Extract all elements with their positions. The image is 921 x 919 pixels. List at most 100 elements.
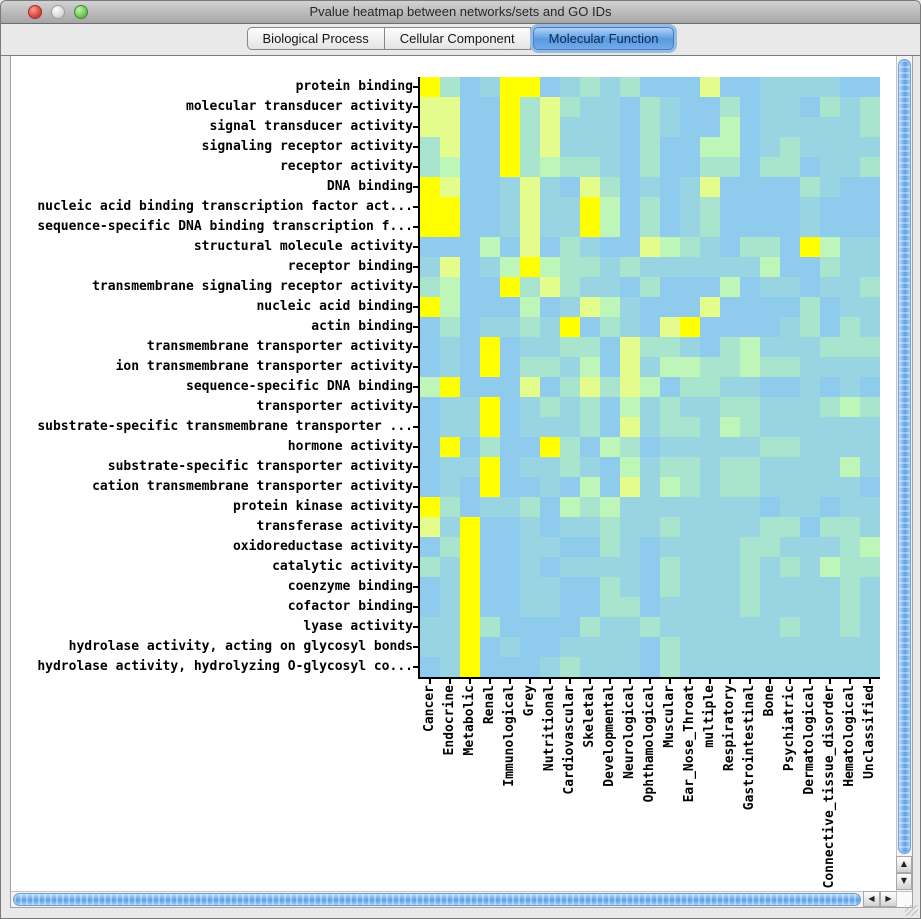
column-label: Respiratory <box>722 685 737 772</box>
heatmap-cell <box>440 97 460 117</box>
heatmap-cell <box>440 137 460 157</box>
tab-cellular-component[interactable]: Cellular Component <box>384 27 531 50</box>
heatmap-cell <box>720 77 740 97</box>
heatmap-cell <box>620 337 640 357</box>
heatmap-cell <box>840 97 860 117</box>
heatmap-cell <box>480 497 500 517</box>
heatmap-cell <box>440 497 460 517</box>
heatmap-cell <box>740 77 760 97</box>
heatmap-cell <box>680 457 700 477</box>
heatmap-cell <box>520 497 540 517</box>
y-tick <box>413 226 418 228</box>
tab-molecular-function[interactable]: Molecular Function <box>532 27 675 50</box>
scroll-right-button[interactable]: ▶ <box>880 891 897 907</box>
heatmap-cell <box>740 637 760 657</box>
heatmap-cell <box>860 377 880 397</box>
heatmap-cell <box>520 537 540 557</box>
scroll-right-icon: ▶ <box>885 894 892 903</box>
heatmap-cell <box>720 617 740 637</box>
vertical-scrollbar[interactable] <box>896 56 912 891</box>
horizontal-scrollbar[interactable] <box>11 891 897 907</box>
x-tick <box>809 679 811 684</box>
title-bar[interactable]: Pvalue heatmap between networks/sets and… <box>1 1 920 24</box>
heatmap-cell <box>660 517 680 537</box>
heatmap-cell <box>720 397 740 417</box>
heatmap-cell <box>420 577 440 597</box>
heatmap-cell <box>560 477 580 497</box>
heatmap-cell <box>700 537 720 557</box>
heatmap-cell <box>760 597 780 617</box>
heatmap-cell <box>720 137 740 157</box>
row-label: catalytic activity <box>272 559 413 574</box>
heatmap-cell <box>820 497 840 517</box>
heatmap-cell <box>680 177 700 197</box>
heatmap-cell <box>620 637 640 657</box>
y-tick <box>413 326 418 328</box>
row-label: DNA binding <box>326 179 413 194</box>
heatmap-cell <box>500 117 520 137</box>
tab-pane-border <box>1 55 921 56</box>
heatmap-cell <box>420 337 440 357</box>
tab-biological-process[interactable]: Biological Process <box>246 27 385 50</box>
heatmap-cell <box>420 517 440 537</box>
row-label: nucleic acid binding <box>256 299 413 314</box>
heatmap-cell <box>420 97 440 117</box>
column-label: Nutritional <box>542 685 557 772</box>
close-button-icon[interactable] <box>28 5 42 19</box>
column-label: Psychiatric <box>782 685 797 772</box>
zoom-button-icon[interactable] <box>74 5 88 19</box>
heatmap-cell <box>700 277 720 297</box>
heatmap-cell <box>680 617 700 637</box>
minimize-button-icon[interactable] <box>51 5 65 19</box>
column-label: Neurological <box>622 685 637 779</box>
heatmap-cell <box>460 357 480 377</box>
heatmap-cell <box>680 557 700 577</box>
heatmap-cell <box>700 317 720 337</box>
heatmap-cell <box>460 277 480 297</box>
heatmap-cell <box>800 477 820 497</box>
heatmap-cell <box>420 657 440 677</box>
heatmap-cell <box>460 377 480 397</box>
heatmap-cell <box>840 557 860 577</box>
vertical-scrollbar-thumb[interactable] <box>898 59 911 854</box>
x-tick <box>589 679 591 684</box>
heatmap-cell <box>820 377 840 397</box>
heatmap-cell <box>480 397 500 417</box>
scroll-down-button[interactable]: ▼ <box>896 873 912 890</box>
x-tick <box>709 679 711 684</box>
heatmap-cell <box>500 517 520 537</box>
heatmap-cell <box>580 617 600 637</box>
heatmap-cell <box>760 257 780 277</box>
heatmap-cell <box>780 97 800 117</box>
heatmap-cell <box>860 477 880 497</box>
row-label: substrate-specific transmembrane transpo… <box>37 419 413 434</box>
heatmap-cell <box>840 637 860 657</box>
heatmap-cell <box>600 417 620 437</box>
heatmap-cell <box>680 237 700 257</box>
heatmap-cell <box>860 97 880 117</box>
heatmap-cell <box>520 417 540 437</box>
heatmap-cell <box>640 617 660 637</box>
heatmap-cell <box>780 317 800 337</box>
horizontal-scrollbar-thumb[interactable] <box>13 893 861 906</box>
heatmap-cell <box>840 497 860 517</box>
heatmap-cell <box>840 457 860 477</box>
heatmap-cell <box>840 537 860 557</box>
scroll-up-button[interactable]: ▲ <box>896 856 912 873</box>
heatmap-cell <box>540 97 560 117</box>
heatmap-cell <box>620 377 640 397</box>
heatmap-cell <box>640 497 660 517</box>
heatmap-cell <box>760 557 780 577</box>
column-labels: Cancer Endocrine Metabolic Renal Immunologic… <box>420 685 880 907</box>
resize-grip-icon[interactable] <box>905 905 918 916</box>
heatmap-cell <box>420 77 440 97</box>
heatmap-cell <box>800 77 820 97</box>
heatmap-cell <box>440 197 460 217</box>
heatmap-cell <box>740 117 760 137</box>
heatmap-cell <box>560 277 580 297</box>
heatmap-cell <box>740 237 760 257</box>
scroll-left-button[interactable]: ◀ <box>863 891 880 907</box>
heatmap-cell <box>540 477 560 497</box>
heatmap-cell <box>780 517 800 537</box>
heatmap-cell <box>600 637 620 657</box>
